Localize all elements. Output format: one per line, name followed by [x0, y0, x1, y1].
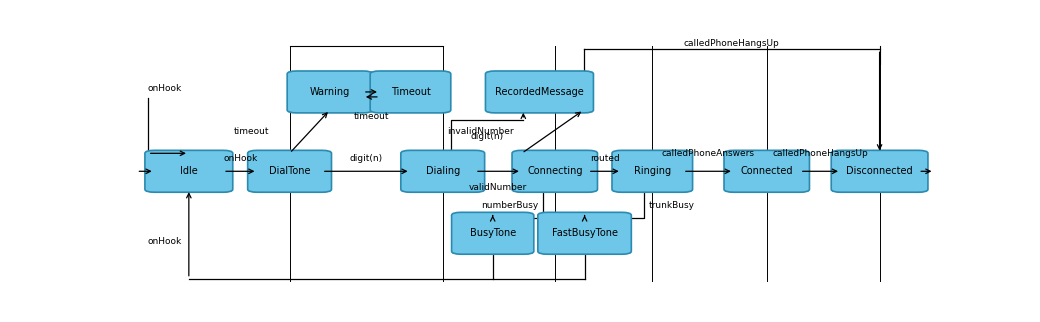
FancyBboxPatch shape — [724, 150, 809, 192]
Text: calledPhoneAnswers: calledPhoneAnswers — [661, 149, 755, 158]
Text: onHook: onHook — [148, 84, 182, 93]
Text: numberBusy: numberBusy — [482, 201, 539, 210]
FancyBboxPatch shape — [248, 150, 332, 192]
Text: Timeout: Timeout — [391, 87, 431, 97]
Text: Warning: Warning — [310, 87, 350, 97]
Text: DialTone: DialTone — [268, 166, 310, 176]
Text: FastBusyTone: FastBusyTone — [551, 228, 618, 238]
FancyBboxPatch shape — [538, 212, 631, 254]
FancyBboxPatch shape — [145, 150, 233, 192]
Text: digit(n): digit(n) — [349, 154, 383, 163]
Text: timeout: timeout — [354, 112, 389, 121]
Text: calledPhoneHangsUp: calledPhoneHangsUp — [773, 149, 868, 158]
Text: validNumber: validNumber — [469, 183, 527, 192]
Text: onHook: onHook — [148, 237, 182, 246]
Text: BusyTone: BusyTone — [470, 228, 516, 238]
Text: calledPhoneHangsUp: calledPhoneHangsUp — [684, 39, 780, 48]
FancyBboxPatch shape — [370, 71, 450, 113]
FancyBboxPatch shape — [831, 150, 928, 192]
FancyBboxPatch shape — [451, 212, 534, 254]
Text: Ringing: Ringing — [633, 166, 671, 176]
Text: routed: routed — [590, 154, 620, 163]
Text: digit(n): digit(n) — [471, 132, 504, 141]
Text: Connecting: Connecting — [527, 166, 582, 176]
FancyBboxPatch shape — [512, 150, 597, 192]
FancyBboxPatch shape — [486, 71, 594, 113]
Text: invalidNumber: invalidNumber — [447, 127, 514, 136]
Text: Connected: Connected — [740, 166, 792, 176]
FancyBboxPatch shape — [400, 150, 485, 192]
Text: onHook: onHook — [224, 154, 257, 163]
Text: RecordedMessage: RecordedMessage — [495, 87, 583, 97]
Text: trunkBusy: trunkBusy — [648, 201, 695, 210]
Text: Dialing: Dialing — [425, 166, 460, 176]
Text: Idle: Idle — [180, 166, 198, 176]
FancyBboxPatch shape — [612, 150, 693, 192]
Text: Disconnected: Disconnected — [847, 166, 913, 176]
Text: timeout: timeout — [234, 127, 269, 136]
FancyBboxPatch shape — [287, 71, 372, 113]
